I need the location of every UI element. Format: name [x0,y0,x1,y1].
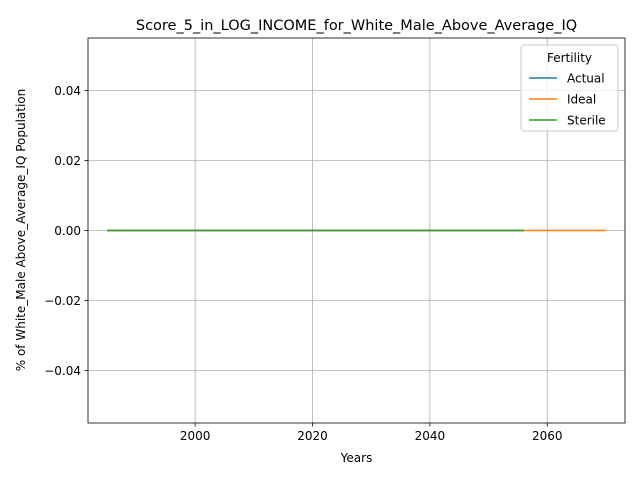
legend-box [520,44,619,132]
x-tick-label: 2060 [532,429,563,443]
y-axis-label: % of White_Male Above_Average_IQ Populat… [14,89,28,372]
y-tick-label: 0.04 [54,84,81,98]
x-tick-label: 2000 [180,429,211,443]
y-tick-label: 0.00 [54,224,81,238]
y-tick-label: −0.02 [44,294,81,308]
legend-label-actual: Actual [567,72,605,86]
chart-title: Score_5_in_LOG_INCOME_for_White_Male_Abo… [136,18,577,34]
y-axis-ticks: −0.04 −0.02 0.00 0.02 0.04 [44,84,88,378]
legend-label-ideal: Ideal [567,93,596,107]
legend-label-sterile: Sterile [567,114,606,128]
x-axis-ticks: 2000 2020 2040 2060 [180,423,563,443]
x-tick-label: 2020 [297,429,328,443]
y-tick-label: 0.02 [54,154,81,168]
legend: Fertility Actual Ideal Sterile [520,44,619,132]
legend-title: Fertility [547,51,592,65]
x-tick-label: 2040 [415,429,446,443]
legend-items: Actual Ideal Sterile [529,72,606,128]
y-tick-label: −0.04 [44,364,81,378]
x-axis-label: Years [340,451,373,465]
